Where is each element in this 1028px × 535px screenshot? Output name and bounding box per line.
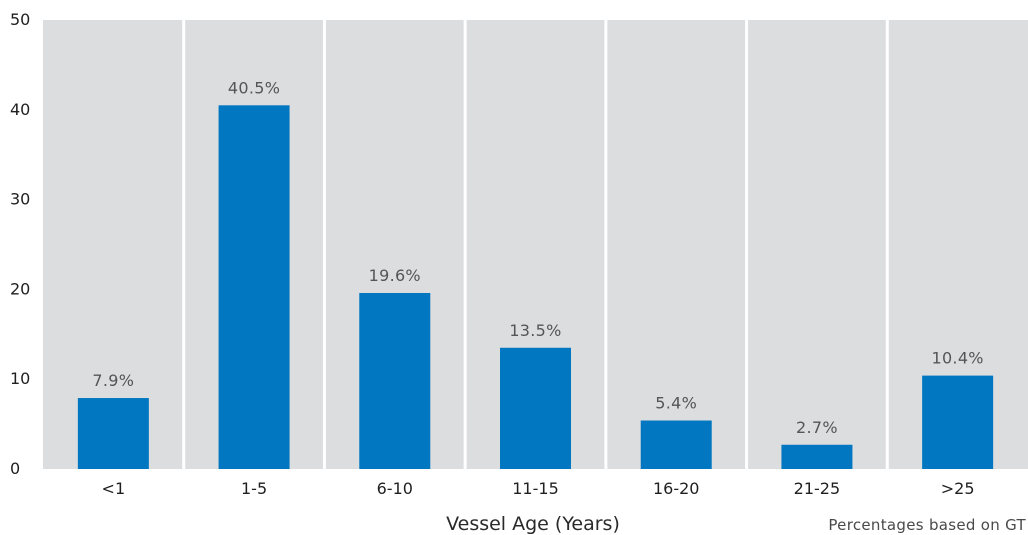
y-tick-label: 50 xyxy=(10,10,30,29)
bar xyxy=(218,105,290,469)
data-label: 19.6% xyxy=(369,266,421,285)
data-label: 13.5% xyxy=(509,321,561,340)
bar xyxy=(77,398,149,469)
x-axis-ticks: <1 1-5 6-10 11-15 16-20 21-25 >25 xyxy=(102,479,975,498)
y-tick-label: 30 xyxy=(10,190,30,209)
x-axis-title: Vessel Age (Years) xyxy=(446,513,620,535)
category-panel xyxy=(43,20,183,469)
footnote: Percentages based on GT xyxy=(828,516,1026,534)
x-tick-label: 6-10 xyxy=(377,479,413,498)
y-tick-label: 0 xyxy=(10,459,20,478)
y-tick-label: 40 xyxy=(10,100,30,119)
data-label: 7.9% xyxy=(92,371,134,390)
x-tick-label: 16-20 xyxy=(653,479,700,498)
category-panel xyxy=(748,20,886,469)
bar xyxy=(922,375,994,469)
x-tick-label: 11-15 xyxy=(512,479,559,498)
bar xyxy=(500,347,571,469)
category-panels xyxy=(43,20,1028,469)
y-tick-label: 20 xyxy=(10,279,30,298)
bar xyxy=(640,420,712,469)
x-tick-label: <1 xyxy=(102,479,126,498)
category-panel xyxy=(607,20,746,469)
bars xyxy=(77,105,994,469)
data-label: 5.4% xyxy=(655,394,697,413)
x-tick-label: >25 xyxy=(941,479,975,498)
data-label: 10.4% xyxy=(931,349,983,368)
data-label: 40.5% xyxy=(228,78,280,97)
y-tick-label: 10 xyxy=(10,369,30,388)
y-axis-ticks: 0 10 20 30 40 50 xyxy=(10,10,30,478)
bar xyxy=(781,444,853,469)
x-tick-label: 21-25 xyxy=(794,479,841,498)
bar xyxy=(359,292,431,469)
data-label: 2.7% xyxy=(796,418,838,437)
data-labels: 7.9% 40.5% 19.6% 13.5% 5.4% 2.7% 10.4% xyxy=(92,78,983,436)
x-tick-label: 1-5 xyxy=(241,479,267,498)
